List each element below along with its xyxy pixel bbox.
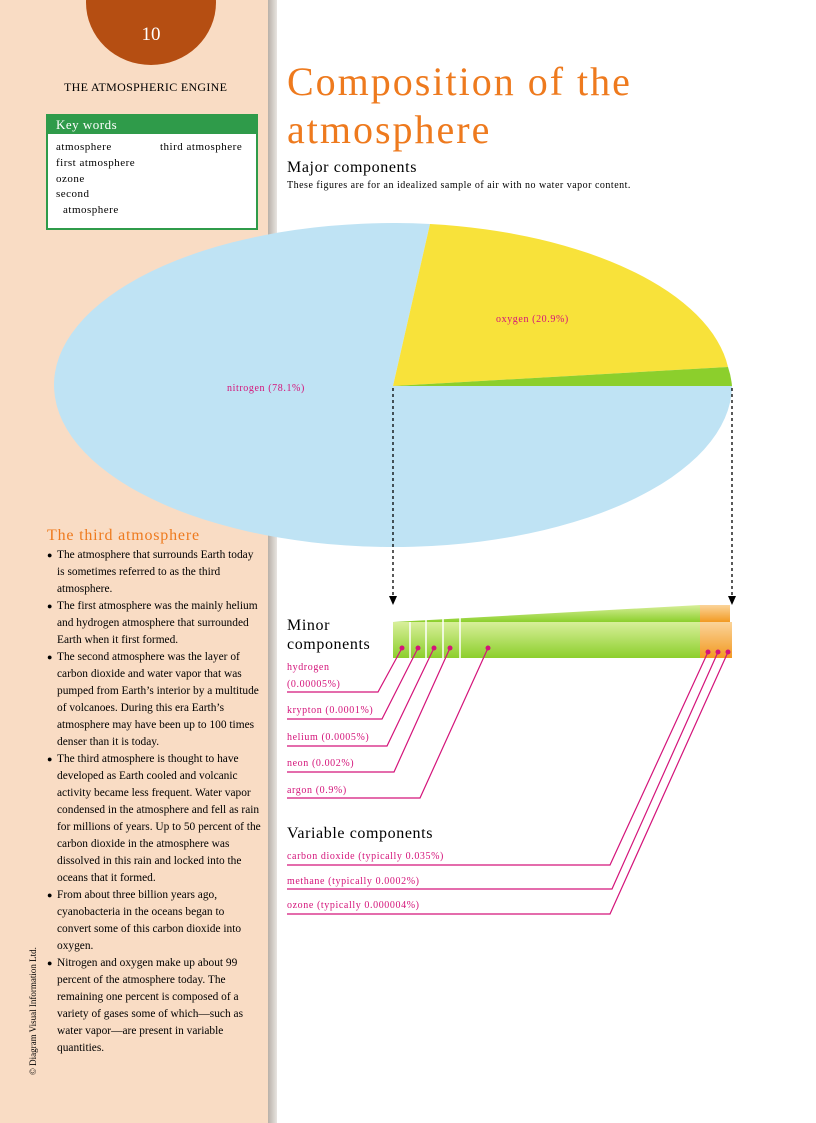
oxygen-slice	[393, 224, 728, 386]
variable-label: ozone (typically 0.000004%)	[287, 900, 420, 911]
bar-wedge	[393, 605, 700, 622]
bullet: The second atmosphere was the layer of c…	[47, 649, 261, 751]
bullet: The third atmosphere is thought to have …	[47, 751, 261, 887]
leader-lines	[287, 647, 729, 915]
arrowheads	[389, 596, 736, 605]
key-word: third atmosphere	[160, 141, 243, 153]
section-heading: components	[287, 636, 371, 653]
section-heading: Major components	[287, 159, 418, 176]
arrows	[392, 388, 733, 598]
bar-dividers	[409, 618, 461, 658]
title-line: atmosphere	[287, 107, 492, 152]
credit: © Diagram Visual Information Ltd.	[28, 947, 38, 1075]
bullet: The first atmosphere was the mainly heli…	[47, 598, 261, 649]
key-words-box: Key words atmosphere first atmosphere oz…	[46, 114, 258, 230]
sidebar-heading: The third atmosphere	[47, 527, 200, 544]
bullet: Nitrogen and oxygen make up about 99 per…	[47, 955, 261, 1057]
key-word: atmosphere	[63, 204, 119, 216]
title-line: Composition of the	[287, 59, 632, 104]
minor-label: krypton (0.0001%)	[287, 705, 374, 716]
sidebar-shadow	[268, 0, 277, 1123]
bar-variable-top	[700, 605, 730, 622]
variable-label: methane (typically 0.0002%)	[287, 876, 420, 887]
minor-label: (0.00005%)	[287, 679, 341, 690]
section-heading: Minor	[287, 617, 330, 634]
note: These figures are for an idealized sampl…	[287, 180, 631, 191]
key-word: second	[56, 188, 90, 200]
key-word: atmosphere	[56, 141, 112, 153]
section-heading: Variable components	[287, 825, 434, 842]
key-words-title: Key words	[48, 116, 256, 134]
minor-label: helium (0.0005%)	[287, 732, 370, 743]
minor-label: neon (0.002%)	[287, 758, 355, 769]
nitrogen-slice	[54, 223, 733, 548]
key-word: ozone	[56, 173, 85, 185]
variable-label: carbon dioxide (typically 0.035%)	[287, 851, 444, 862]
minor-slice	[393, 367, 732, 386]
key-word: first atmosphere	[56, 157, 136, 169]
pie-label: oxygen (20.9%)	[496, 314, 569, 325]
pie-label: nitrogen (78.1%)	[227, 383, 305, 394]
minor-label: argon (0.9%)	[287, 785, 347, 796]
bullet: From about three billion years ago, cyan…	[47, 887, 261, 955]
bullet: The atmosphere that surrounds Earth toda…	[47, 547, 261, 598]
running-head: THE ATMOSPHERIC ENGINE	[64, 80, 228, 94]
minor-label: hydrogen	[287, 662, 330, 673]
bullet-list: The atmosphere that surrounds Earth toda…	[47, 547, 261, 1057]
leader-dots	[399, 645, 731, 655]
minor-bar	[393, 622, 700, 658]
